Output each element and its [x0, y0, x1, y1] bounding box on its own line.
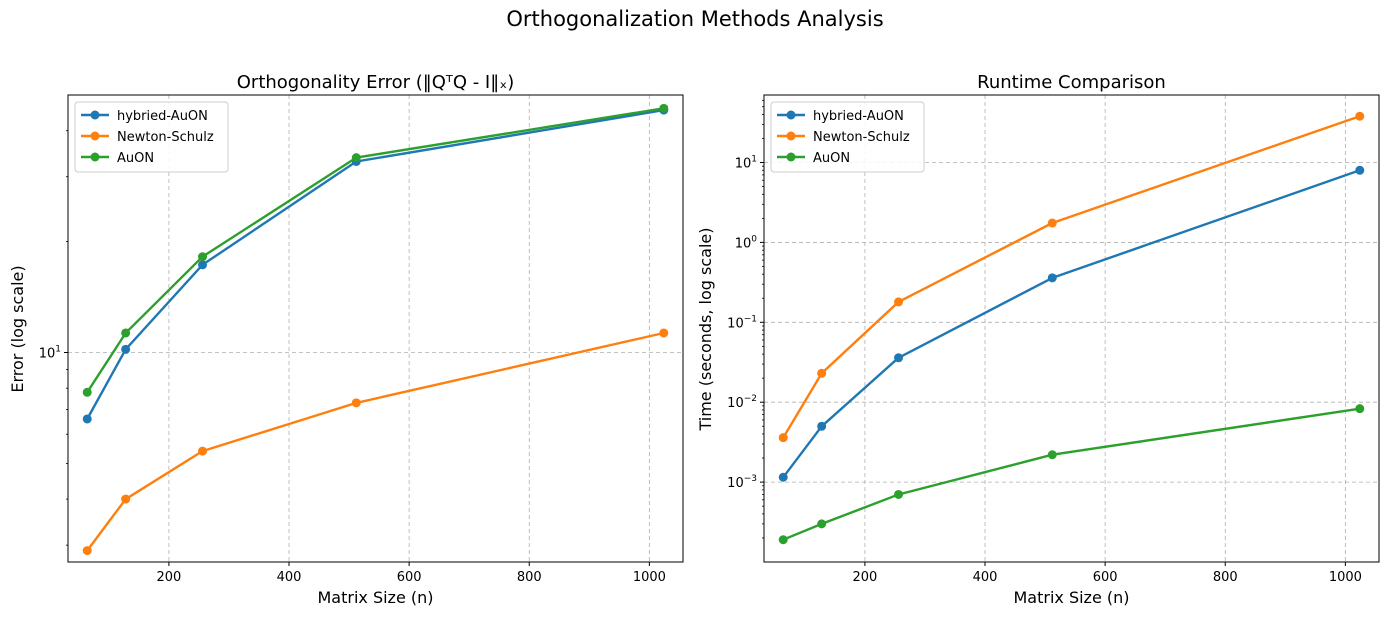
left-legend-marker-hybried-auon	[90, 110, 100, 120]
left-legend-marker-newton-schulz	[90, 131, 100, 141]
right-legend-label-hybried-auon: hybried-AuON	[813, 109, 904, 124]
left-point-auon	[121, 328, 131, 338]
right-y-tick-label: 10−3	[727, 474, 757, 491]
left-point-hybried-auon	[198, 260, 208, 270]
right-point-hybried-auon	[1355, 165, 1365, 175]
right-x-tick-label: 600	[1093, 570, 1118, 585]
right-point-newton-schulz	[1047, 218, 1057, 228]
right-legend-label-auon: AuON	[813, 151, 850, 166]
left-chart-ylabel: Error (log scale)	[8, 265, 27, 392]
left-y-tick-label: 101	[39, 345, 61, 362]
left-point-auon	[659, 103, 669, 113]
left-point-auon	[198, 252, 208, 262]
right-point-hybried-auon	[894, 353, 904, 363]
right-point-auon	[1047, 450, 1057, 460]
left-chart-title: Orthogonality Error (‖QᵀQ - I‖ₓ)	[237, 72, 515, 93]
right-point-auon	[894, 489, 904, 499]
right-point-auon	[817, 519, 827, 529]
left-legend-label-newton-schulz: Newton-Schulz	[117, 130, 214, 145]
left-point-newton-schulz	[82, 546, 92, 556]
left-x-tick-label: 600	[397, 570, 422, 585]
right-series-line-auon	[782, 407, 1360, 541]
right-point-auon	[1355, 404, 1365, 414]
right-chart-ylabel: Time (seconds, log scale)	[696, 228, 715, 432]
left-axes-frame	[67, 94, 684, 563]
right-axes-frame	[763, 94, 1380, 563]
right-point-newton-schulz	[1355, 111, 1365, 121]
right-legend-marker-hybried-auon	[786, 110, 796, 120]
left-x-tick-label: 400	[277, 570, 302, 585]
right-y-tick-label: 10−1	[727, 314, 757, 331]
right-legend-box	[770, 101, 925, 173]
right-legend-marker-auon	[786, 152, 796, 162]
right-point-hybried-auon	[817, 421, 827, 431]
left-point-newton-schulz	[659, 328, 669, 338]
left-x-tick-label: 200	[156, 570, 181, 585]
right-point-newton-schulz	[894, 297, 904, 307]
right-point-hybried-auon	[778, 472, 788, 482]
right-x-tick-label: 400	[973, 570, 998, 585]
left-point-newton-schulz	[198, 446, 208, 456]
right-chart-plot-area: 200 400 600 800 1000 10−3 10−2 10−1 100 101 hybrie…	[727, 94, 1380, 585]
right-y-tick-label: 100	[735, 234, 758, 251]
right-legend-marker-newton-schulz	[786, 131, 796, 141]
left-x-tick-label: 1000	[633, 570, 666, 585]
left-point-auon	[82, 387, 92, 397]
right-y-tick-label: 10−2	[727, 394, 757, 411]
left-chart: Orthogonality Error (‖QᵀQ - I‖ₓ) Matrix …	[8, 72, 684, 607]
right-point-newton-schulz	[817, 368, 827, 378]
right-legend-label-newton-schulz: Newton-Schulz	[813, 130, 910, 145]
right-chart-title: Runtime Comparison	[977, 72, 1166, 93]
right-point-auon	[778, 535, 788, 545]
left-legend-marker-auon	[90, 152, 100, 162]
right-chart-xlabel: Matrix Size (n)	[1013, 588, 1129, 607]
right-point-hybried-auon	[1047, 273, 1057, 283]
right-legend: hybried-AuON Newton-Schulz AuON	[770, 101, 925, 173]
left-point-hybried-auon	[82, 414, 92, 424]
right-y-tick-label: 101	[735, 155, 757, 172]
figure-title: Orthogonalization Methods Analysis	[506, 7, 883, 31]
right-x-tick-label: 1000	[1329, 570, 1362, 585]
left-legend-label-hybried-auon: hybried-AuON	[117, 109, 208, 124]
left-series-line-newton-schulz	[86, 331, 665, 552]
left-point-newton-schulz	[121, 494, 131, 504]
right-x-tick-label: 200	[852, 570, 877, 585]
right-chart: Runtime Comparison Matrix Size (n) Time …	[696, 72, 1380, 607]
left-point-newton-schulz	[351, 398, 361, 408]
left-chart-plot-area: 200 400 600 800 1000 101 hybried-AuON Newton-Sc…	[39, 94, 684, 585]
right-x-tick-label: 800	[1213, 570, 1238, 585]
left-chart-xlabel: Matrix Size (n)	[317, 588, 433, 607]
left-legend-box	[74, 101, 229, 173]
left-point-auon	[351, 153, 361, 163]
left-legend-label-auon: AuON	[117, 151, 154, 166]
left-legend: hybried-AuON Newton-Schulz AuON	[74, 101, 229, 173]
left-point-hybried-auon	[121, 344, 131, 354]
right-point-newton-schulz	[778, 433, 788, 443]
left-x-tick-label: 800	[517, 570, 542, 585]
